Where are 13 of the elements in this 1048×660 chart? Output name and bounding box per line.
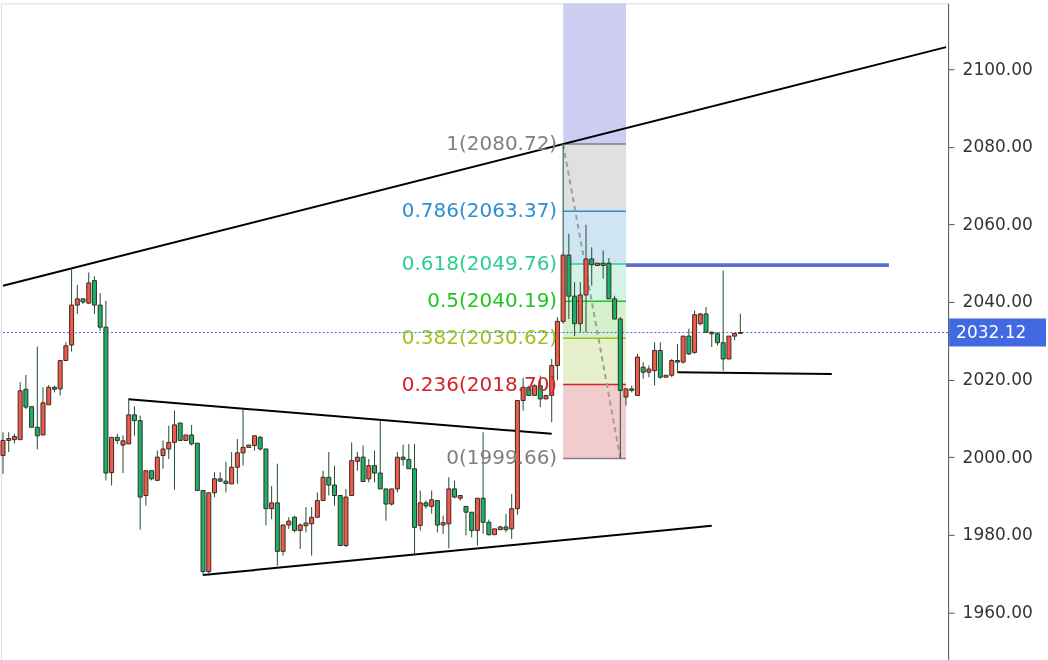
- ref-line-label: 0.5(2040.19): [427, 288, 558, 313]
- y-tick-label: 2100.00: [962, 58, 1033, 79]
- y-tick-label: 2060.00: [962, 213, 1033, 234]
- ref-line-label: 2032.12: [956, 321, 1027, 342]
- ref-line-label: 0.786(2063.37): [401, 198, 558, 223]
- y-tick-label: 2000.00: [962, 446, 1033, 467]
- ref-line-label: 1(2080.72): [446, 131, 558, 156]
- y-tick-label: 1960.00: [962, 601, 1033, 622]
- y-tick-label: 1980.00: [962, 524, 1033, 545]
- y-tick-label: 2080.00: [962, 136, 1033, 157]
- ref-line-label: 0.618(2049.76): [401, 251, 558, 276]
- y-tick-label: 2020.00: [962, 369, 1033, 390]
- y-tick-label: 2040.00: [962, 291, 1033, 312]
